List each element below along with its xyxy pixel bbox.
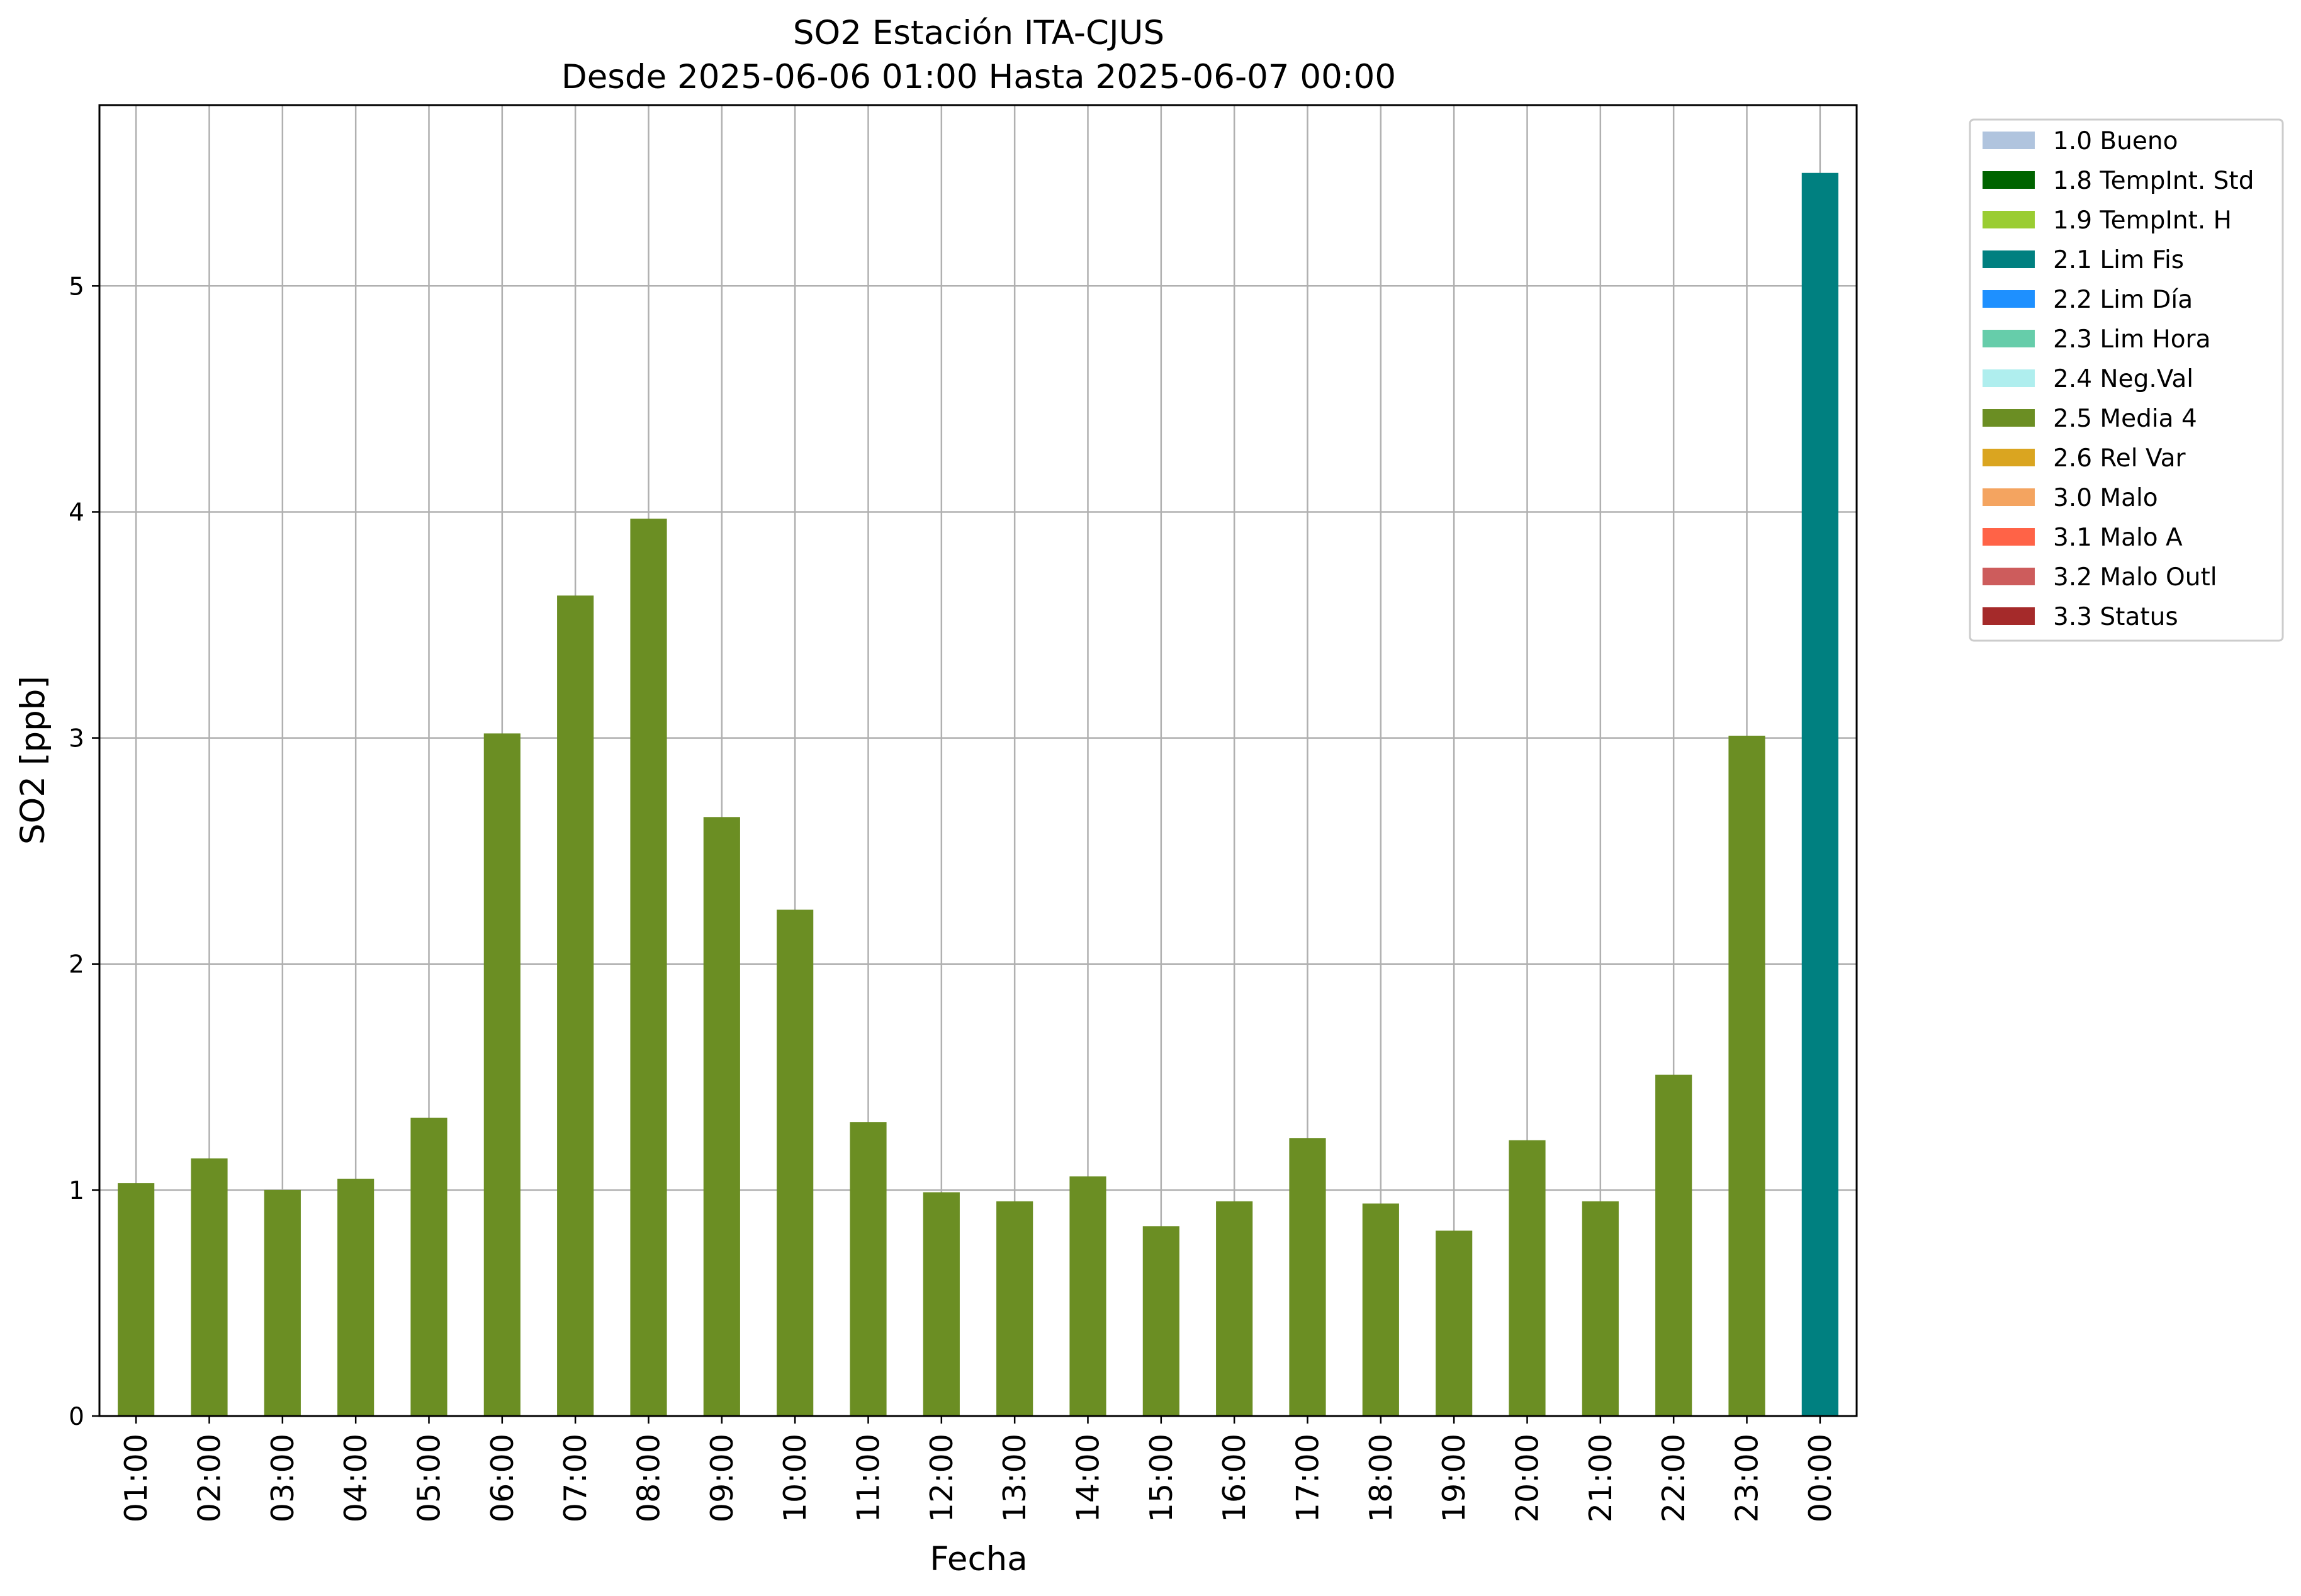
- x-tick-label: 13:00: [997, 1434, 1033, 1522]
- x-tick-label: 18:00: [1363, 1434, 1399, 1522]
- x-tick-label: 17:00: [1290, 1434, 1326, 1522]
- legend-swatch: [1983, 369, 2035, 387]
- bar-1200: [923, 1192, 960, 1416]
- bar-1900: [1436, 1230, 1473, 1416]
- legend-swatch: [1983, 290, 2035, 308]
- x-tick-label: 08:00: [631, 1434, 667, 1522]
- bar-2200: [1655, 1074, 1692, 1416]
- bar-1800: [1362, 1203, 1399, 1416]
- x-tick-label: 16:00: [1217, 1434, 1252, 1522]
- y-tick-label: 4: [69, 498, 84, 527]
- legend-label: 3.0 Malo: [2053, 484, 2158, 512]
- bar-0500: [410, 1117, 447, 1416]
- legend-swatch: [1983, 250, 2035, 268]
- y-tick-label: 1: [69, 1177, 84, 1205]
- x-tick-label: 23:00: [1730, 1434, 1765, 1522]
- legend-label: 2.4 Neg.Val: [2053, 365, 2193, 393]
- bar-1100: [850, 1122, 887, 1416]
- bar-0800: [630, 519, 667, 1416]
- legend-label: 1.0 Bueno: [2053, 127, 2178, 155]
- plot-area-frame: [98, 104, 1858, 1417]
- x-tick-label: 02:00: [192, 1434, 228, 1522]
- legend-swatch: [1983, 211, 2035, 228]
- legend-box: [1969, 118, 2284, 642]
- legend-label: 1.8 TempInt. Std: [2053, 167, 2254, 195]
- bar-0200: [191, 1158, 228, 1416]
- x-tick-label: 05:00: [412, 1434, 447, 1522]
- legend-swatch: [1983, 607, 2035, 625]
- legend-label: 2.3 Lim Hora: [2053, 325, 2211, 354]
- y-tick-label: 3: [69, 725, 84, 753]
- legend-label: 3.2 Malo Outl: [2053, 563, 2217, 592]
- x-tick-label: 04:00: [338, 1434, 374, 1522]
- legend-swatch: [1983, 528, 2035, 546]
- legend-swatch: [1983, 488, 2035, 506]
- legend-swatch: [1983, 171, 2035, 189]
- x-axis-label: Fecha: [930, 1540, 1027, 1578]
- x-tick-label: 20:00: [1510, 1434, 1546, 1522]
- x-tick-label: 03:00: [265, 1434, 301, 1522]
- x-tick-label: 07:00: [558, 1434, 594, 1522]
- bar-0900: [703, 817, 740, 1416]
- y-tick-label: 2: [69, 951, 84, 979]
- legend-label: 2.5 Media 4: [2053, 405, 2197, 433]
- x-tick-label: 11:00: [851, 1434, 887, 1522]
- x-tick-label: 12:00: [924, 1434, 960, 1522]
- chart-title: SO2 Estación ITA-CJUS: [793, 14, 1164, 52]
- bar-2100: [1582, 1201, 1619, 1416]
- bar-1000: [777, 909, 814, 1416]
- legend-label: 2.2 Lim Día: [2053, 286, 2193, 314]
- y-axis-ticks: 0 1 2 3 4 5: [69, 273, 99, 1431]
- bar-0000: [1801, 172, 1838, 1416]
- y-axis-label: SO2 [ppb]: [14, 676, 52, 845]
- x-tick-label: 06:00: [485, 1434, 520, 1522]
- bar-0400: [337, 1178, 374, 1416]
- legend: 1.0 Bueno 1.8 TempInt. Std 1.9 TempInt. H 2…: [1969, 118, 2284, 642]
- bar-1600: [1216, 1201, 1253, 1416]
- legend-swatch: [1983, 409, 2035, 427]
- bar-2300: [1728, 735, 1765, 1416]
- x-tick-label: 22:00: [1656, 1434, 1692, 1522]
- bar-1400: [1069, 1176, 1106, 1416]
- y-tick-label: 5: [69, 273, 84, 301]
- bars: [118, 172, 1838, 1416]
- bar-0300: [264, 1189, 301, 1416]
- bar-2000: [1509, 1140, 1546, 1416]
- x-axis-ticks: 01:00 02:00 03:00 04:00 05:00 06:00 07:00 08:00…: [118, 1416, 1838, 1522]
- x-tick-label: 21:00: [1583, 1434, 1619, 1522]
- x-tick-label: 00:00: [1803, 1434, 1838, 1522]
- y-tick-label: 0: [69, 1403, 84, 1431]
- bar-1300: [996, 1201, 1033, 1416]
- x-tick-label: 15:00: [1144, 1434, 1179, 1522]
- bar-0700: [557, 595, 594, 1416]
- legend-swatch: [1983, 132, 2035, 149]
- x-tick-label: 09:00: [704, 1434, 740, 1522]
- bar-1500: [1142, 1226, 1179, 1416]
- x-tick-label: 01:00: [118, 1434, 154, 1522]
- bar-1700: [1289, 1138, 1326, 1416]
- legend-label: 3.3 Status: [2053, 603, 2178, 631]
- legend-swatch: [1983, 568, 2035, 585]
- bar-0600: [483, 733, 520, 1416]
- legend-label: 2.6 Rel Var: [2053, 444, 2186, 473]
- x-tick-label: 14:00: [1071, 1434, 1106, 1522]
- chart-subtitle: Desde 2025-06-06 01:00 Hasta 2025-06-07 …: [561, 58, 1396, 96]
- x-tick-label: 19:00: [1436, 1434, 1472, 1522]
- legend-swatch: [1983, 449, 2035, 466]
- bar-0100: [118, 1183, 155, 1416]
- x-tick-label: 10:00: [777, 1434, 813, 1522]
- legend-label: 1.9 TempInt. H: [2053, 206, 2232, 235]
- legend-label: 2.1 Lim Fis: [2053, 246, 2184, 274]
- legend-swatch: [1983, 330, 2035, 347]
- legend-label: 3.1 Malo A: [2053, 524, 2183, 552]
